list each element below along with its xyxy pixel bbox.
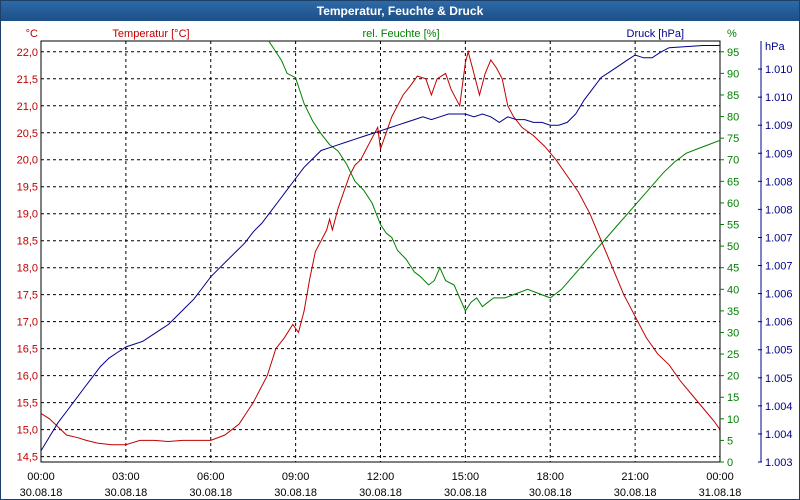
left-axis-tick-label: 15,0 [17, 425, 38, 437]
middle-axis-tick-label: 30 [727, 327, 739, 339]
middle-axis-tick-label: 80 [727, 112, 739, 124]
x-tick-time: 21:00 [621, 471, 649, 483]
left-axis-tick-label: 16,0 [17, 371, 38, 383]
window-title: Temperatur, Feuchte & Druck [1, 1, 799, 21]
x-tick-date: 30.08.18 [189, 487, 232, 499]
middle-axis-label: rel. Feuchte [%] [362, 28, 439, 40]
right-axis-tick-label: 1.003 [765, 457, 793, 469]
right-axis-tick-label: 1.008 [765, 204, 793, 216]
x-tick-time: 06:00 [197, 471, 225, 483]
right-axis-tick-label: 1.009 [765, 148, 793, 160]
left-axis-tick-label: 14,5 [17, 452, 38, 464]
left-axis-tick-label: 20,5 [17, 128, 38, 140]
left-axis-unit: °C [26, 28, 38, 40]
right-axis-tick-label: 1.004 [765, 401, 793, 413]
right-axis-tick-label: 1.010 [765, 64, 793, 76]
middle-axis-tick-label: 55 [727, 220, 739, 232]
left-axis-tick-label: 21,5 [17, 74, 38, 86]
middle-axis-tick-label: 95 [727, 47, 739, 59]
right-axis-tick-label: 1.010 [765, 92, 793, 104]
left-axis-tick-label: 19,5 [17, 182, 38, 194]
left-axis-tick-label: 17,0 [17, 317, 38, 329]
x-tick-date: 30.08.18 [274, 487, 317, 499]
x-tick-date: 30.08.18 [359, 487, 402, 499]
left-axis-tick-label: 18,5 [17, 236, 38, 248]
middle-axis-tick-label: 75 [727, 133, 739, 145]
middle-axis-tick-label: 25 [727, 349, 739, 361]
middle-axis-tick-label: 10 [727, 414, 739, 426]
x-tick-time: 09:00 [282, 471, 310, 483]
middle-axis-tick-label: 65 [727, 176, 739, 188]
x-tick-time: 03:00 [112, 471, 140, 483]
left-axis-tick-label: 19,0 [17, 209, 38, 221]
middle-axis-tick-label: 15 [727, 392, 739, 404]
left-axis-tick-label: 17,5 [17, 290, 38, 302]
right-axis-tick-label: 1.004 [765, 429, 793, 441]
series-line-pressure [41, 45, 720, 452]
left-axis-tick-label: 18,0 [17, 263, 38, 275]
right-axis-tick-label: 1.005 [765, 373, 793, 385]
middle-axis-tick-label: 5 [727, 435, 733, 447]
left-axis-tick-label: 21,0 [17, 101, 38, 113]
x-tick-time: 00:00 [27, 471, 55, 483]
grid [40, 40, 721, 463]
axes-layer: 00:00 30.08.18 03:00 30.08.18 06:00 30.08.18 0… [17, 28, 793, 499]
middle-axis-tick-label: 90 [727, 68, 739, 80]
middle-axis-tick-label: 0 [727, 457, 733, 469]
right-axis-tick-label: 1.005 [765, 345, 793, 357]
series-line-humidity [268, 41, 720, 312]
left-axis-tick-label: 20,0 [17, 155, 38, 167]
x-tick-time: 00:00 [706, 471, 734, 483]
middle-axis-tick-label: 50 [727, 241, 739, 253]
middle-axis-tick-label: 85 [727, 90, 739, 102]
middle-axis-tick-label: 45 [727, 263, 739, 275]
right-axis-tick-label: 1.007 [765, 232, 793, 244]
middle-axis-tick-label: 20 [727, 371, 739, 383]
x-tick-date: 30.08.18 [104, 487, 147, 499]
right-axis-tick-label: 1.006 [765, 317, 793, 329]
series-line-temperature [41, 49, 720, 446]
right-axis-tick-label: 1.006 [765, 289, 793, 301]
left-axis-label: Temperatur [°C] [112, 28, 189, 40]
middle-axis-tick-label: 40 [727, 284, 739, 296]
right-axis-tick-label: 1.008 [765, 176, 793, 188]
middle-axis-unit: % [727, 28, 737, 40]
x-tick-date: 30.08.18 [444, 487, 487, 499]
x-tick-date: 31.08.18 [699, 487, 742, 499]
left-axis-tick-label: 16,5 [17, 344, 38, 356]
left-axis-tick-label: 22,0 [17, 47, 38, 59]
right-axis-tick-label: 1.007 [765, 261, 793, 273]
right-axis-unit: hPa [765, 41, 785, 53]
left-axis-tick-label: 15,5 [17, 398, 38, 410]
x-tick-time: 12:00 [367, 471, 395, 483]
x-tick-date: 30.08.18 [529, 487, 572, 499]
right-axis-label: Druck [hPa] [627, 28, 684, 40]
x-tick-time: 18:00 [536, 471, 564, 483]
middle-axis-tick-label: 60 [727, 198, 739, 210]
middle-axis-tick-label: 35 [727, 306, 739, 318]
x-tick-date: 30.08.18 [614, 487, 657, 499]
middle-axis-tick-label: 70 [727, 155, 739, 167]
right-axis-tick-label: 1.009 [765, 120, 793, 132]
series-layer [41, 41, 720, 452]
x-tick-date: 30.08.18 [20, 487, 63, 499]
x-tick-time: 15:00 [452, 471, 480, 483]
